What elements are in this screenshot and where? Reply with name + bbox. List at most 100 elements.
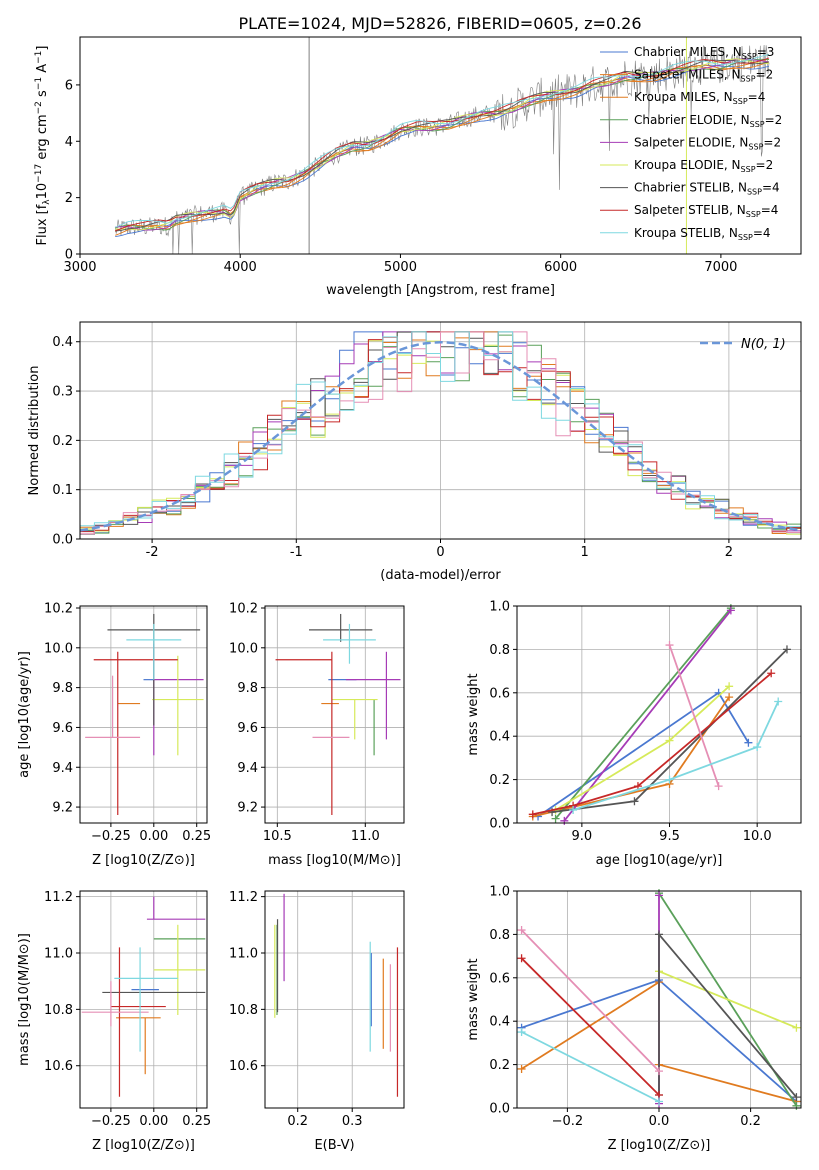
y-tick-label: 6 [65,78,73,93]
legend-value: =2 [756,68,774,82]
x-axis-label: Z [log10(Z/Z⊙)] [608,1138,711,1153]
legend-value: =4 [753,226,771,240]
y-tick-label: 0 [65,248,73,263]
weight-series-line [520,929,660,1072]
ebv-mass-panel: 0.2 0.3 10.6 10.8 11.0 11.2 E(B-V) [229,890,405,1153]
mass-age-panel: 10.5 11.0 9.2 9.4 9.6 9.8 10.0 10.2 mass [log10(… [229,601,405,868]
y-tick-label: 1.0 [489,600,510,615]
x-tick-label: 0.2 [740,1114,761,1129]
axes-frame [516,605,802,824]
weight-point-marker [753,743,762,752]
model-spectrum-line [115,64,770,238]
axes-frame [264,890,405,1109]
y-tick-label: 10.2 [229,601,258,616]
y-tick-label: 11.0 [229,947,258,962]
y-tick-label: 10.0 [229,641,258,656]
x-tick-label: 10.5 [263,829,292,844]
z-mass-panel: −0.25 0.00 0.25 10.6 10.8 11.0 11.2 Z [log10(Z/… [17,890,211,1153]
gaussian-reference-line [79,340,802,532]
x-tick-label: 11.0 [351,829,380,844]
legend-subscript: SSP [733,97,748,106]
weight-point-marker [714,782,723,791]
weight-series-line [572,701,780,811]
y-tick-label: 0.0 [489,1102,510,1117]
y-tick-label: 0.4 [52,335,73,350]
legend-entry: Salpeter STELIB, NSSP=4 [634,203,778,219]
y-axis-label-part: s [35,90,50,101]
legend-value: =3 [757,45,775,59]
y-tick-label: 11.2 [229,890,258,905]
legend-subscript: SSP [746,210,761,219]
x-tick-label: 0 [436,545,444,560]
y-tick-label: 10.6 [44,1059,73,1074]
weight-point-marker [665,736,674,745]
axes-frame [79,605,208,824]
y-tick-label: 0.4 [489,1015,510,1030]
legend-entry: Kroupa MILES, NSSP=4 [634,90,765,106]
weight-point-marker [517,954,526,963]
weight-point-marker [767,669,776,678]
y-tick-label: 0.2 [52,434,73,449]
weight-point-marker [665,641,674,650]
y-tick-label: 9.6 [237,721,258,736]
axes-frame [264,605,405,824]
legend-subscript: SSP [738,233,753,242]
axes-frame [79,890,208,1109]
y-axis-label: Normed distribution [27,366,42,496]
weight-point-marker [792,1023,801,1032]
weight-point-marker [655,1067,663,1076]
x-tick-label: 7000 [704,260,737,275]
residuals-panel: -2 -1 0 1 2 0.0 0.1 0.2 0.3 0.4 N(0, 1) (data-model… [27,321,802,583]
y-axis-label: mass [log10(M/M⊙)] [17,933,32,1066]
y-axis-label-part: erg cm [35,114,50,163]
y-tick-label: 0.3 [52,385,73,400]
model-spectrum-line [115,54,770,228]
legend-entry: Kroupa STELIB, NSSP=4 [634,226,771,242]
weight-point-marker [630,797,639,806]
y-tick-label: 10.6 [229,1059,258,1074]
y-axis-label-part: A [35,64,50,77]
y-tick-label: 9.4 [237,761,258,776]
y-tick-label: 10.8 [44,1003,73,1018]
y-axis-label-part: −1 [34,77,44,90]
legend-value: =2 [765,113,783,127]
figure-title: PLATE=1024, MJD=52826, FIBERID=0605, z=0… [238,14,641,33]
x-tick-label: 2 [725,545,733,560]
x-tick-label: 1 [581,545,589,560]
y-axis-label-part: Flux [f [35,204,50,245]
y-axis-label-part: −1 [34,51,44,64]
weight-point-marker [655,891,663,900]
y-tick-label: 10.2 [44,601,73,616]
legend-subscript: SSP [750,120,765,129]
x-tick-label: 0.00 [139,1114,168,1129]
x-tick-label: 4000 [224,260,257,275]
y-tick-label: 1.0 [489,885,510,900]
legend-value: =4 [748,90,766,104]
legend-value: =2 [763,135,781,149]
y-axis-label-part: λ [42,199,52,205]
legend-entry: N(0, 1) [741,337,786,352]
weight-series-line [521,1031,660,1103]
y-tick-label: 0.2 [489,1058,510,1073]
weight-series-line [668,644,720,787]
x-tick-label: 0.2 [287,1114,308,1129]
y-tick-label: 0.8 [489,643,510,658]
weight-point-marker [655,930,663,939]
weight-series-line [658,931,798,1098]
y-tick-label: 4 [65,135,73,150]
model-spectrum-line [115,59,770,232]
weight-point-marker [744,738,753,747]
x-axis-label: mass [log10(M/M⊙)] [268,853,401,868]
y-tick-label: 0.0 [489,817,510,832]
y-tick-label: 9.2 [52,801,73,816]
x-tick-label: -1 [290,545,303,560]
z-age-panel: −0.25 0.00 0.25 9.2 9.4 9.6 9.8 10.0 10.2 Z [log1… [17,601,211,868]
weight-point-marker [725,693,734,702]
x-tick-label: −0.25 [91,829,131,844]
x-tick-label: 6000 [544,260,577,275]
y-tick-label: 0.6 [489,686,510,701]
x-axis-label: Z [log10(Z/Z⊙)] [92,1138,195,1153]
x-axis-label: wavelength [Angstrom, rest frame] [326,283,555,298]
x-tick-label: 3000 [63,260,96,275]
